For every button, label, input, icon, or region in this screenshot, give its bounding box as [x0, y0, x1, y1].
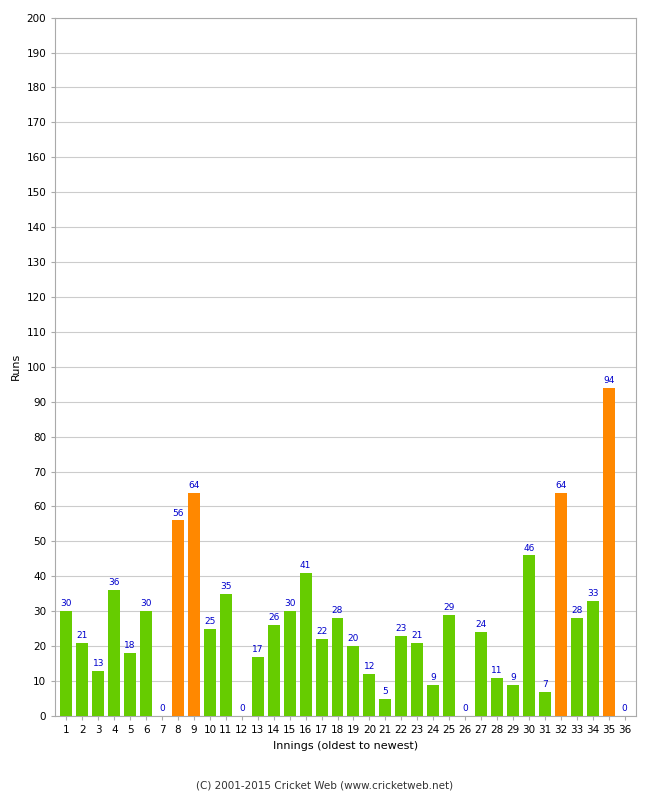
Bar [587, 601, 599, 716]
Bar [188, 493, 200, 716]
Text: 7: 7 [542, 680, 548, 689]
Text: 94: 94 [603, 376, 614, 385]
Bar [60, 611, 72, 716]
Bar [443, 614, 455, 716]
Text: 0: 0 [621, 704, 627, 714]
Bar [172, 521, 184, 716]
Bar [140, 611, 152, 716]
Text: 18: 18 [124, 642, 136, 650]
Text: (C) 2001-2015 Cricket Web (www.cricketweb.net): (C) 2001-2015 Cricket Web (www.cricketwe… [196, 781, 454, 790]
Text: 25: 25 [204, 617, 216, 626]
Text: 5: 5 [382, 686, 388, 696]
Text: 41: 41 [300, 561, 311, 570]
Bar [539, 691, 551, 716]
Bar [523, 555, 535, 716]
Text: 0: 0 [239, 704, 244, 714]
Text: 20: 20 [348, 634, 359, 643]
Text: 0: 0 [159, 704, 165, 714]
Bar [395, 636, 408, 716]
Text: 26: 26 [268, 614, 280, 622]
Text: 21: 21 [411, 631, 423, 640]
Bar [507, 685, 519, 716]
Bar [220, 594, 232, 716]
Text: 11: 11 [491, 666, 502, 674]
Text: 33: 33 [587, 589, 599, 598]
Bar [491, 678, 503, 716]
Bar [332, 618, 343, 716]
Text: 12: 12 [364, 662, 375, 671]
Text: 56: 56 [172, 509, 184, 518]
Text: 28: 28 [332, 606, 343, 615]
Bar [348, 646, 359, 716]
Text: 9: 9 [430, 673, 436, 682]
Bar [252, 657, 264, 716]
Bar [411, 642, 423, 716]
Bar [268, 626, 280, 716]
Text: 36: 36 [109, 578, 120, 587]
Text: 28: 28 [571, 606, 582, 615]
Text: 23: 23 [396, 624, 407, 633]
Y-axis label: Runs: Runs [11, 353, 21, 381]
Bar [300, 573, 311, 716]
Bar [427, 685, 439, 716]
Bar [77, 642, 88, 716]
Text: 64: 64 [188, 481, 200, 490]
Bar [475, 632, 487, 716]
Bar [554, 493, 567, 716]
Text: 21: 21 [77, 631, 88, 640]
Text: 64: 64 [555, 481, 566, 490]
Text: 30: 30 [140, 599, 152, 609]
Bar [603, 388, 614, 716]
Text: 13: 13 [92, 659, 104, 668]
Bar [92, 670, 104, 716]
Bar [124, 653, 136, 716]
Bar [109, 590, 120, 716]
Bar [571, 618, 582, 716]
Bar [283, 611, 296, 716]
Text: 29: 29 [443, 603, 455, 612]
Text: 46: 46 [523, 543, 534, 553]
X-axis label: Innings (oldest to newest): Innings (oldest to newest) [273, 741, 418, 750]
Text: 9: 9 [510, 673, 516, 682]
Text: 0: 0 [462, 704, 468, 714]
Bar [204, 629, 216, 716]
Text: 22: 22 [316, 627, 327, 636]
Text: 17: 17 [252, 645, 263, 654]
Bar [363, 674, 375, 716]
Text: 35: 35 [220, 582, 231, 591]
Bar [316, 639, 328, 716]
Bar [380, 698, 391, 716]
Text: 30: 30 [284, 599, 295, 609]
Text: 30: 30 [60, 599, 72, 609]
Text: 24: 24 [475, 620, 487, 630]
